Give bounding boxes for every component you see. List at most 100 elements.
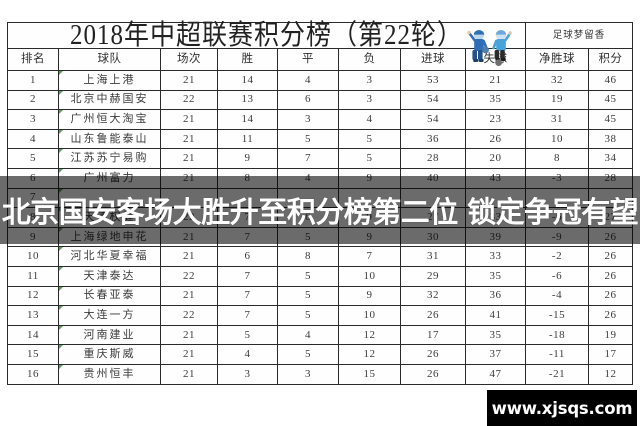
cell-gd: -11 <box>525 344 590 365</box>
cell-team: 重庆斯威 <box>58 344 161 365</box>
cell-gd: 19 <box>525 89 590 111</box>
cell-gf: 53 <box>400 70 466 91</box>
cell-loss: 10 <box>338 305 401 326</box>
cell-win: 11 <box>217 128 278 150</box>
cell-gf: 26 <box>400 344 466 365</box>
cell-win: 9 <box>217 148 278 169</box>
cell-team: 大连一方 <box>58 305 161 326</box>
cell-ga: 41 <box>464 305 527 326</box>
cell-team: 贵州恒丰 <box>58 363 161 385</box>
column-header-loss: 负 <box>338 48 401 71</box>
table-row: 3 广州恒大淘宝 21 14 3 4 54 23 31 45 <box>7 109 634 130</box>
cell-gd: -15 <box>525 305 590 326</box>
cell-team: 天津泰达 <box>58 265 161 287</box>
cell-gf: 31 <box>400 246 466 267</box>
cell-gd: -6 <box>525 265 590 287</box>
cell-played: 21 <box>160 246 218 267</box>
cell-draw: 5 <box>277 128 339 150</box>
cell-rank: 2 <box>7 89 59 111</box>
column-header-pts: 积分 <box>588 48 634 71</box>
watermark-url: www.xjsqs.com <box>491 398 633 418</box>
cell-team: 河南建业 <box>58 324 161 346</box>
cell-draw: 3 <box>277 109 339 130</box>
cell-loss: 5 <box>338 148 401 169</box>
cell-played: 22 <box>160 89 218 111</box>
cell-gd: -21 <box>525 363 590 385</box>
cell-pts: 45 <box>588 89 634 111</box>
cell-team: 上海上港 <box>58 70 161 91</box>
cell-loss: 12 <box>338 324 401 346</box>
cell-win: 4 <box>217 344 278 365</box>
cell-ga: 33 <box>464 246 527 267</box>
cell-played: 21 <box>160 285 218 307</box>
cell-win: 7 <box>217 285 278 307</box>
cell-pts: 19 <box>588 324 634 346</box>
table-row: 15 重庆斯威 21 4 5 12 26 37 -11 17 <box>7 344 634 365</box>
page-title: 2018年中超联赛积分榜（第22轮） <box>70 20 464 51</box>
cell-win: 7 <box>217 265 278 287</box>
cell-gd: 32 <box>525 70 590 91</box>
cell-win: 13 <box>217 89 278 111</box>
cell-draw: 6 <box>277 89 339 111</box>
cell-team: 广州恒大淘宝 <box>58 109 161 130</box>
cell-pts: 26 <box>588 265 634 287</box>
cell-gd: -2 <box>525 246 590 267</box>
cell-pts: 12 <box>588 363 634 385</box>
cell-ga: 23 <box>464 109 527 130</box>
cell-ga: 26 <box>464 128 527 150</box>
cell-team: 江苏苏宁易购 <box>58 148 161 169</box>
cell-rank: 3 <box>7 109 59 130</box>
cell-draw: 4 <box>277 70 339 91</box>
table-row: 13 大连一方 22 7 5 10 26 41 -15 26 <box>7 305 634 326</box>
cell-played: 21 <box>160 344 218 365</box>
cell-loss: 4 <box>338 109 401 130</box>
watermark-box: www.xjsqs.com <box>487 390 637 426</box>
cell-gf: 26 <box>400 363 466 385</box>
cell-win: 7 <box>217 305 278 326</box>
cell-ga: 35 <box>464 265 527 287</box>
cell-draw: 8 <box>277 246 339 267</box>
cell-team: 北京中赫国安 <box>58 89 161 111</box>
table-row: 4 山东鲁能泰山 21 11 5 5 36 26 10 38 <box>7 128 634 150</box>
sheet-note-cell: 足球梦留香 <box>525 22 634 49</box>
column-header-rank: 排名 <box>7 48 59 71</box>
cell-played: 21 <box>160 109 218 130</box>
cell-gf: 54 <box>400 109 466 130</box>
cell-gf: 29 <box>400 265 466 287</box>
table-row: 2 北京中赫国安 22 13 6 3 54 35 19 45 <box>7 89 634 111</box>
cell-pts: 38 <box>588 128 634 150</box>
cell-pts: 26 <box>588 285 634 307</box>
cell-rank: 13 <box>7 305 59 326</box>
cell-rank: 15 <box>7 344 59 365</box>
cell-pts: 45 <box>588 109 634 130</box>
cell-win: 14 <box>217 109 278 130</box>
handwritten-note: 足球梦留香 <box>552 30 606 41</box>
cell-team: 长春亚泰 <box>58 285 161 307</box>
cell-rank: 12 <box>7 285 59 307</box>
cell-draw: 4 <box>277 324 339 346</box>
cell-pts: 17 <box>588 344 634 365</box>
cell-pts: 26 <box>588 305 634 326</box>
cell-rank: 5 <box>7 148 59 169</box>
cell-win: 14 <box>217 70 278 91</box>
cell-ga: 20 <box>464 148 527 169</box>
table-header-row: 排名 球队 场次 胜 平 负 进球 失球 净胜球 积分 <box>7 48 634 71</box>
cell-draw: 3 <box>277 363 339 385</box>
two-soccer-kids-icon <box>467 30 512 66</box>
cell-played: 21 <box>160 148 218 169</box>
cell-rank: 16 <box>7 363 59 385</box>
cell-loss: 10 <box>338 265 401 287</box>
cell-gf: 26 <box>400 305 466 326</box>
cell-ga: 47 <box>464 363 527 385</box>
cell-gf: 32 <box>400 285 466 307</box>
cell-pts: 26 <box>588 246 634 267</box>
cell-ga: 21 <box>464 70 527 91</box>
cell-draw: 5 <box>277 305 339 326</box>
headline-overlay-band <box>0 176 640 244</box>
cell-rank: 11 <box>7 265 59 287</box>
column-header-team: 球队 <box>58 48 161 71</box>
table-row: 14 河南建业 21 5 4 12 17 35 -18 19 <box>7 324 634 346</box>
cell-played: 21 <box>160 128 218 150</box>
cell-gd: 10 <box>525 128 590 150</box>
